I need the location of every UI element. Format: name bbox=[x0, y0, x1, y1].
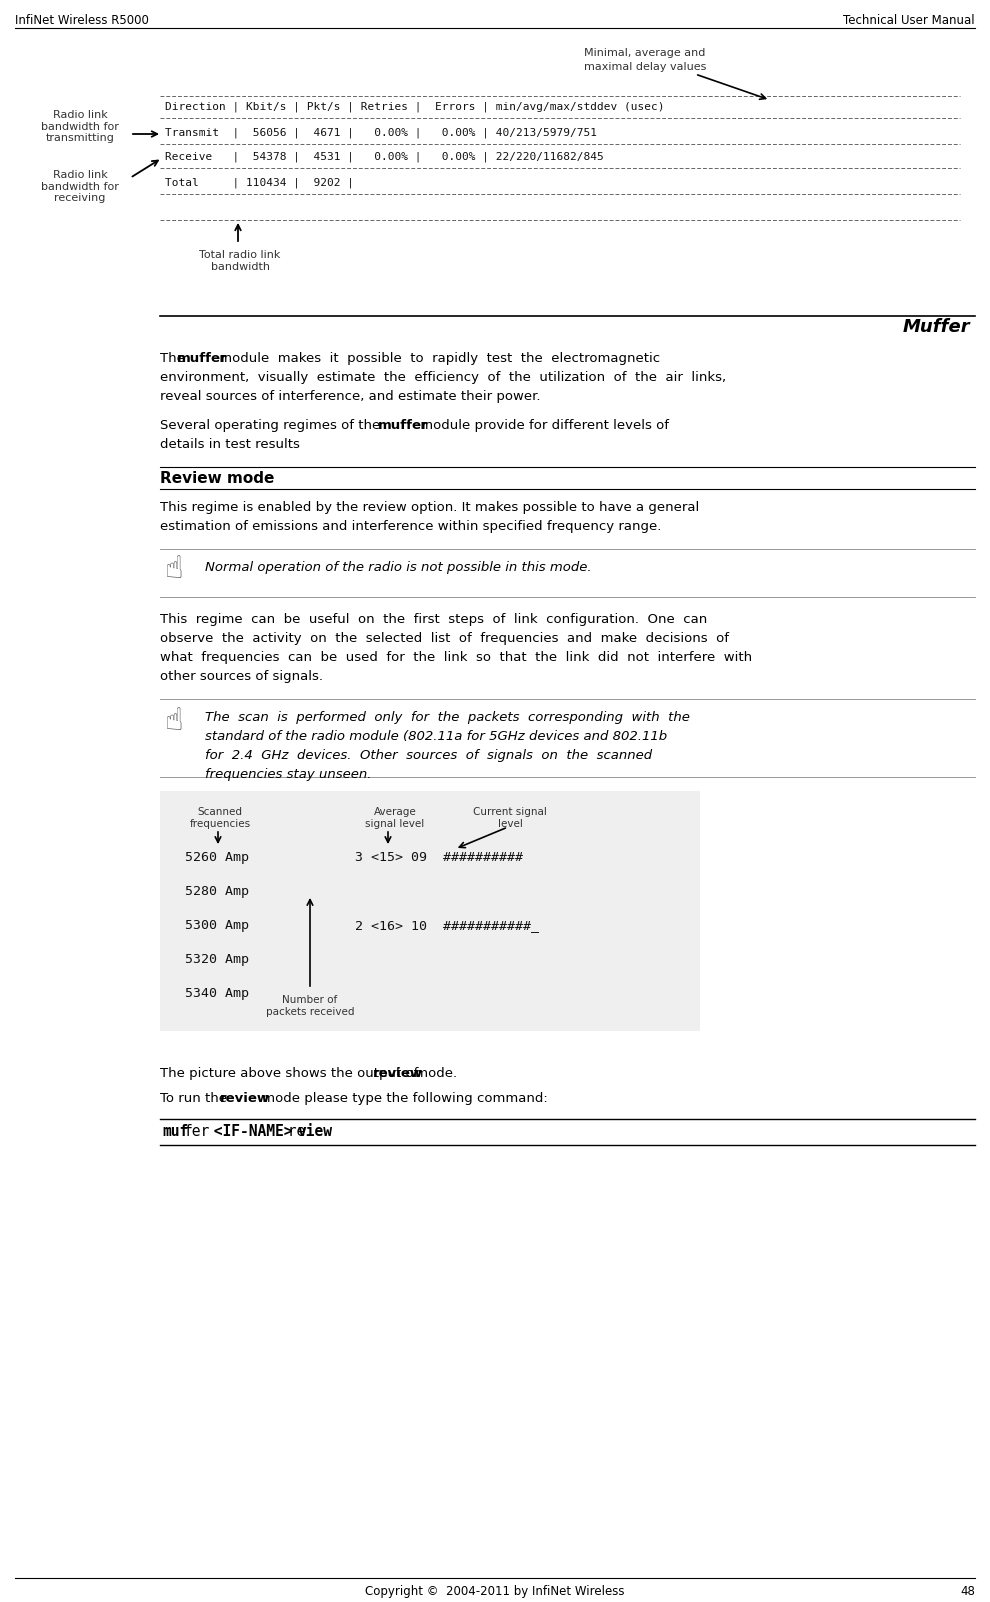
Text: Muffer: Muffer bbox=[902, 319, 970, 336]
Text: Copyright ©  2004-2011 by InfiNet Wireless: Copyright © 2004-2011 by InfiNet Wireles… bbox=[365, 1584, 625, 1599]
Text: Receive   |  54378 |  4531 |   0.00% |   0.00% | 22/220/11682/845: Receive | 54378 | 4531 | 0.00% | 0.00% |… bbox=[165, 152, 604, 162]
Text: Normal operation of the radio is not possible in this mode.: Normal operation of the radio is not pos… bbox=[205, 561, 592, 574]
Text: This regime is enabled by the review option. It makes possible to have a general: This regime is enabled by the review opt… bbox=[160, 501, 699, 514]
Text: Several operating regimes of the: Several operating regimes of the bbox=[160, 420, 384, 433]
Text: review: review bbox=[373, 1067, 423, 1080]
Text: maximal delay values: maximal delay values bbox=[584, 62, 706, 72]
Text: ☝: ☝ bbox=[165, 554, 183, 585]
Text: Average
signal level: Average signal level bbox=[365, 807, 425, 828]
Text: mode please type the following command:: mode please type the following command: bbox=[258, 1093, 547, 1105]
Bar bbox=[160, 791, 700, 1032]
Text: fer: fer bbox=[184, 1125, 210, 1139]
Text: Review mode: Review mode bbox=[160, 471, 274, 485]
Text: The  scan  is  performed  only  for  the  packets  corresponding  with  the: The scan is performed only for the packe… bbox=[205, 711, 690, 724]
Text: other sources of signals.: other sources of signals. bbox=[160, 670, 323, 682]
Text: frequencies stay unseen.: frequencies stay unseen. bbox=[205, 767, 371, 782]
Text: 48: 48 bbox=[960, 1584, 975, 1599]
Text: The: The bbox=[160, 352, 189, 365]
Text: InfiNet Wireless R5000: InfiNet Wireless R5000 bbox=[15, 14, 148, 27]
Text: Scanned
frequencies: Scanned frequencies bbox=[189, 807, 250, 828]
Text: observe  the  activity  on  the  selected  list  of  frequencies  and  make  dec: observe the activity on the selected lis… bbox=[160, 633, 729, 646]
Text: 5340 Amp: 5340 Amp bbox=[185, 987, 249, 1000]
Text: reveal sources of interference, and estimate their power.: reveal sources of interference, and esti… bbox=[160, 389, 541, 404]
Text: Transmit  |  56056 |  4671 |   0.00% |   0.00% | 40/213/5979/751: Transmit | 56056 | 4671 | 0.00% | 0.00% … bbox=[165, 128, 597, 138]
Text: 5280 Amp: 5280 Amp bbox=[185, 884, 249, 899]
Text: module  makes  it  possible  to  rapidly  test  the  electromagnetic: module makes it possible to rapidly test… bbox=[215, 352, 660, 365]
Text: muffer: muffer bbox=[177, 352, 228, 365]
Text: details in test results: details in test results bbox=[160, 437, 300, 452]
Text: review: review bbox=[220, 1093, 270, 1105]
Text: view: view bbox=[297, 1125, 332, 1139]
Text: 5320 Amp: 5320 Amp bbox=[185, 953, 249, 966]
Text: muffer: muffer bbox=[378, 420, 429, 433]
Text: 2 <16> 10  ###########_: 2 <16> 10 ###########_ bbox=[355, 920, 539, 932]
Text: Total     | 110434 |  9202 |: Total | 110434 | 9202 | bbox=[165, 178, 354, 189]
Text: The picture above shows the output of: The picture above shows the output of bbox=[160, 1067, 423, 1080]
Text: mode.: mode. bbox=[411, 1067, 457, 1080]
Text: Direction | Kbit/s | Pkt/s | Retries |  Errors | min/avg/max/stddev (usec): Direction | Kbit/s | Pkt/s | Retries | E… bbox=[165, 103, 664, 112]
Text: module provide for different levels of: module provide for different levels of bbox=[416, 420, 669, 433]
Text: To run the: To run the bbox=[160, 1093, 232, 1105]
Text: 3 <15> 09  ##########: 3 <15> 09 ########## bbox=[355, 851, 523, 863]
Text: for  2.4  GHz  devices.  Other  sources  of  signals  on  the  scanned: for 2.4 GHz devices. Other sources of si… bbox=[205, 750, 652, 763]
Text: Total radio link
bandwidth: Total radio link bandwidth bbox=[199, 250, 281, 272]
Text: re: re bbox=[279, 1125, 305, 1139]
Text: Number of
packets received: Number of packets received bbox=[265, 995, 354, 1017]
Text: 5260 Amp: 5260 Amp bbox=[185, 851, 249, 863]
Text: what  frequencies  can  be  used  for  the  link  so  that  the  link  did  not : what frequencies can be used for the lin… bbox=[160, 650, 752, 663]
Text: Radio link
bandwidth for
receiving: Radio link bandwidth for receiving bbox=[41, 170, 119, 203]
Text: This  regime  can  be  useful  on  the  first  steps  of  link  configuration.  : This regime can be useful on the first s… bbox=[160, 614, 707, 626]
Text: Minimal, average and: Minimal, average and bbox=[584, 48, 706, 58]
Text: 5300 Amp: 5300 Amp bbox=[185, 920, 249, 932]
Text: ☝: ☝ bbox=[165, 706, 183, 735]
Text: <IF-NAME>: <IF-NAME> bbox=[205, 1125, 292, 1139]
Text: Current signal
level: Current signal level bbox=[473, 807, 546, 828]
Text: Radio link
bandwidth for
transmitting: Radio link bandwidth for transmitting bbox=[41, 111, 119, 143]
Text: Technical User Manual: Technical User Manual bbox=[843, 14, 975, 27]
Text: estimation of emissions and interference within specified frequency range.: estimation of emissions and interference… bbox=[160, 521, 661, 533]
Text: environment,  visually  estimate  the  efficiency  of  the  utilization  of  the: environment, visually estimate the effic… bbox=[160, 372, 726, 384]
Text: muf: muf bbox=[162, 1125, 188, 1139]
Text: standard of the radio module (802.11a for 5GHz devices and 802.11b: standard of the radio module (802.11a fo… bbox=[205, 731, 667, 743]
